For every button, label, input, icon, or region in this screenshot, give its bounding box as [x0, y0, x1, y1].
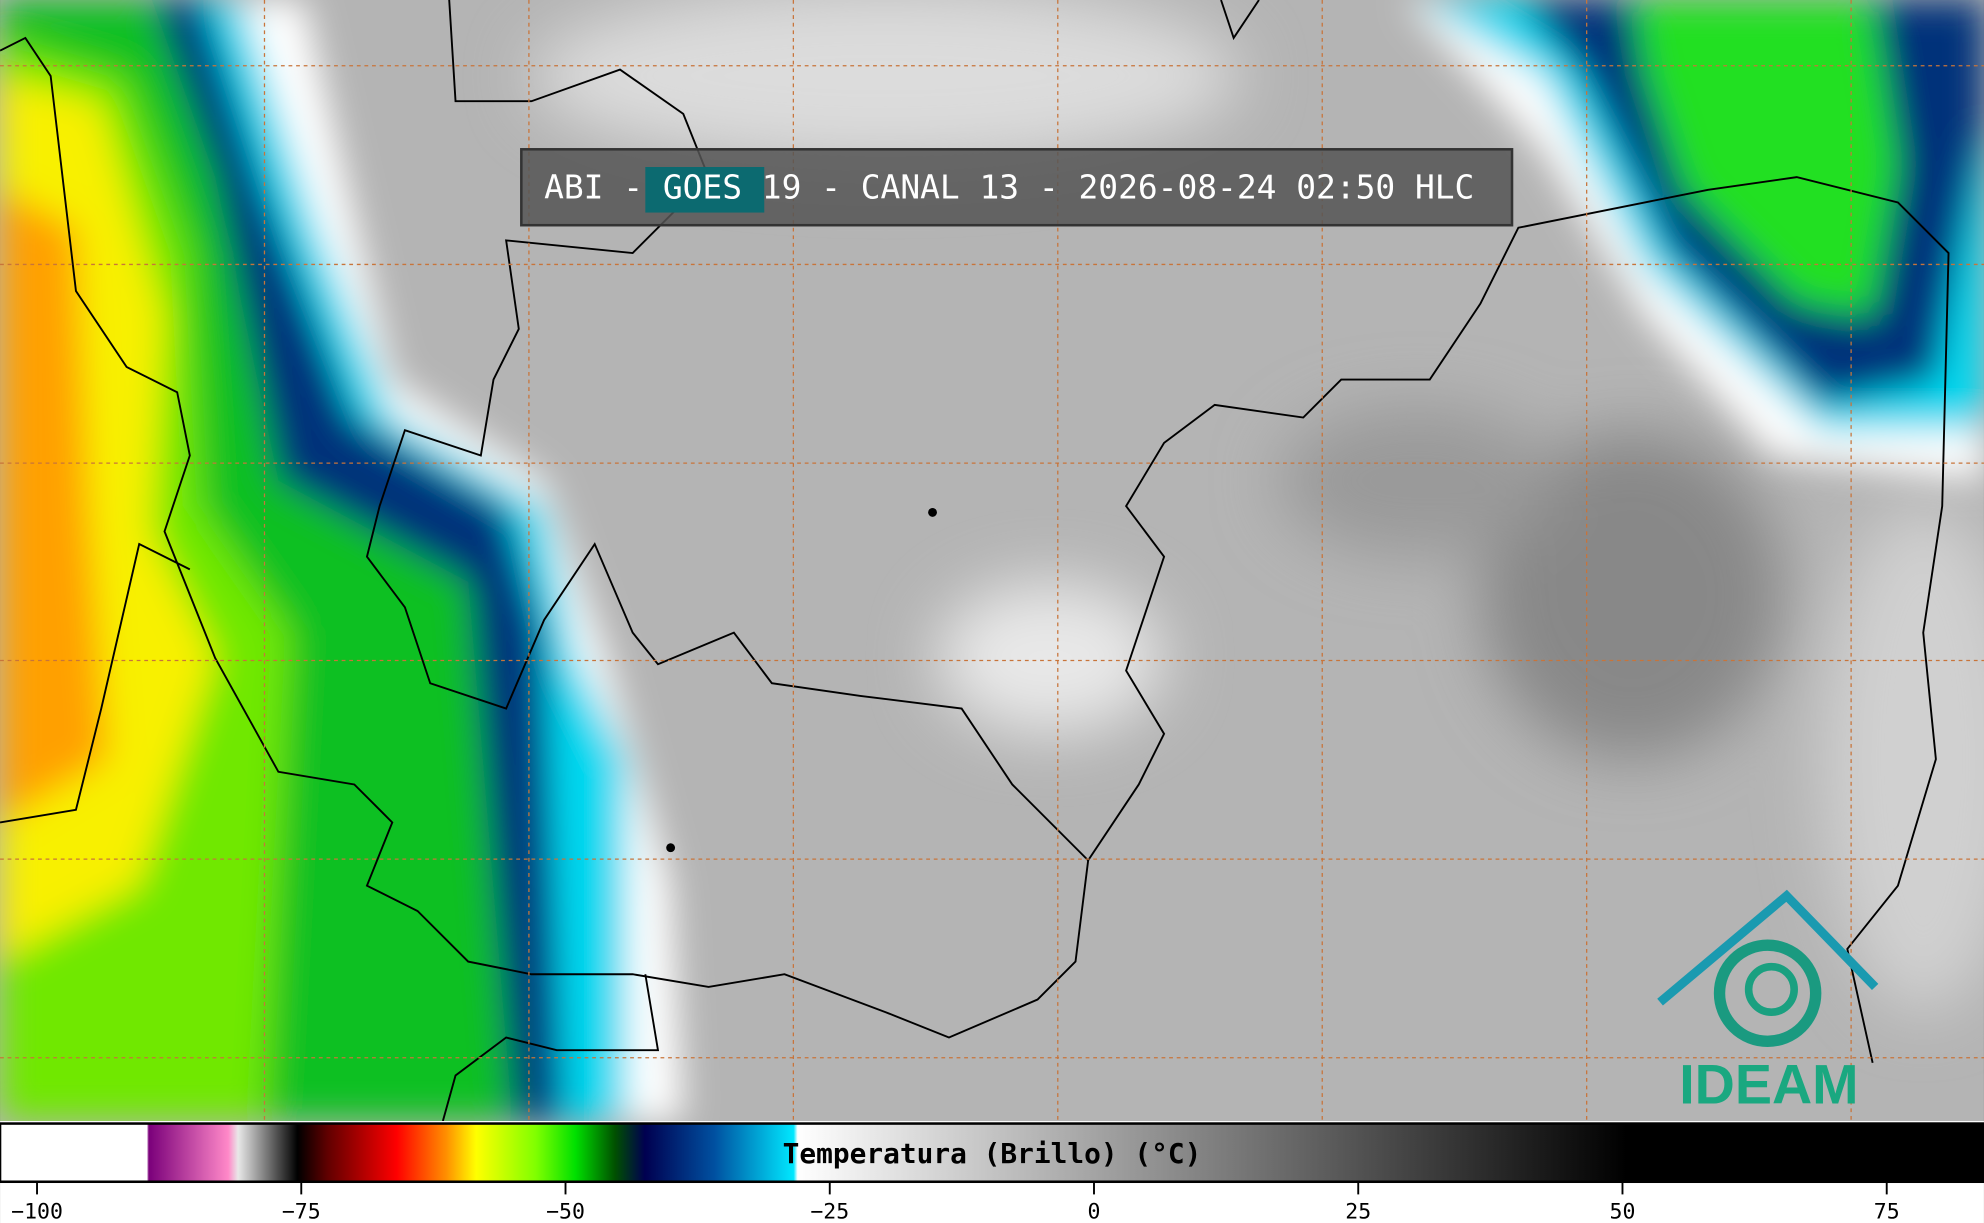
colorbar	[0, 1122, 1984, 1184]
tick-label: 75	[1874, 1199, 1900, 1223]
city-dot	[666, 843, 676, 853]
tick-label: −100	[11, 1199, 63, 1223]
title-box: ABI - GOES 19 - CANAL 13 - 2026-08-24 02…	[520, 148, 1514, 227]
colorbar-ticks: −100 −75 −50 −25 0 25 50 75	[11, 1181, 1900, 1223]
borders	[0, 0, 1950, 1122]
graticule	[0, 0, 1984, 1122]
logo-text: IDEAM	[1679, 1053, 1858, 1115]
tick-label: 25	[1345, 1199, 1371, 1223]
title: ABI - GOES 19 - CANAL 13 - 2026-08-24 02…	[544, 168, 1474, 207]
tick-label: −50	[546, 1199, 585, 1223]
map: IDEAM	[0, 0, 1984, 1122]
tick-label: 50	[1610, 1199, 1636, 1223]
tick-label: 0	[1088, 1199, 1101, 1223]
colorbar-label: Temperatura (Brillo) (°C)	[783, 1137, 1202, 1170]
logo: IDEAM	[1657, 889, 1879, 1115]
tick-label: −25	[810, 1199, 849, 1223]
city-dot	[928, 508, 937, 517]
tick-label: −75	[282, 1199, 321, 1223]
